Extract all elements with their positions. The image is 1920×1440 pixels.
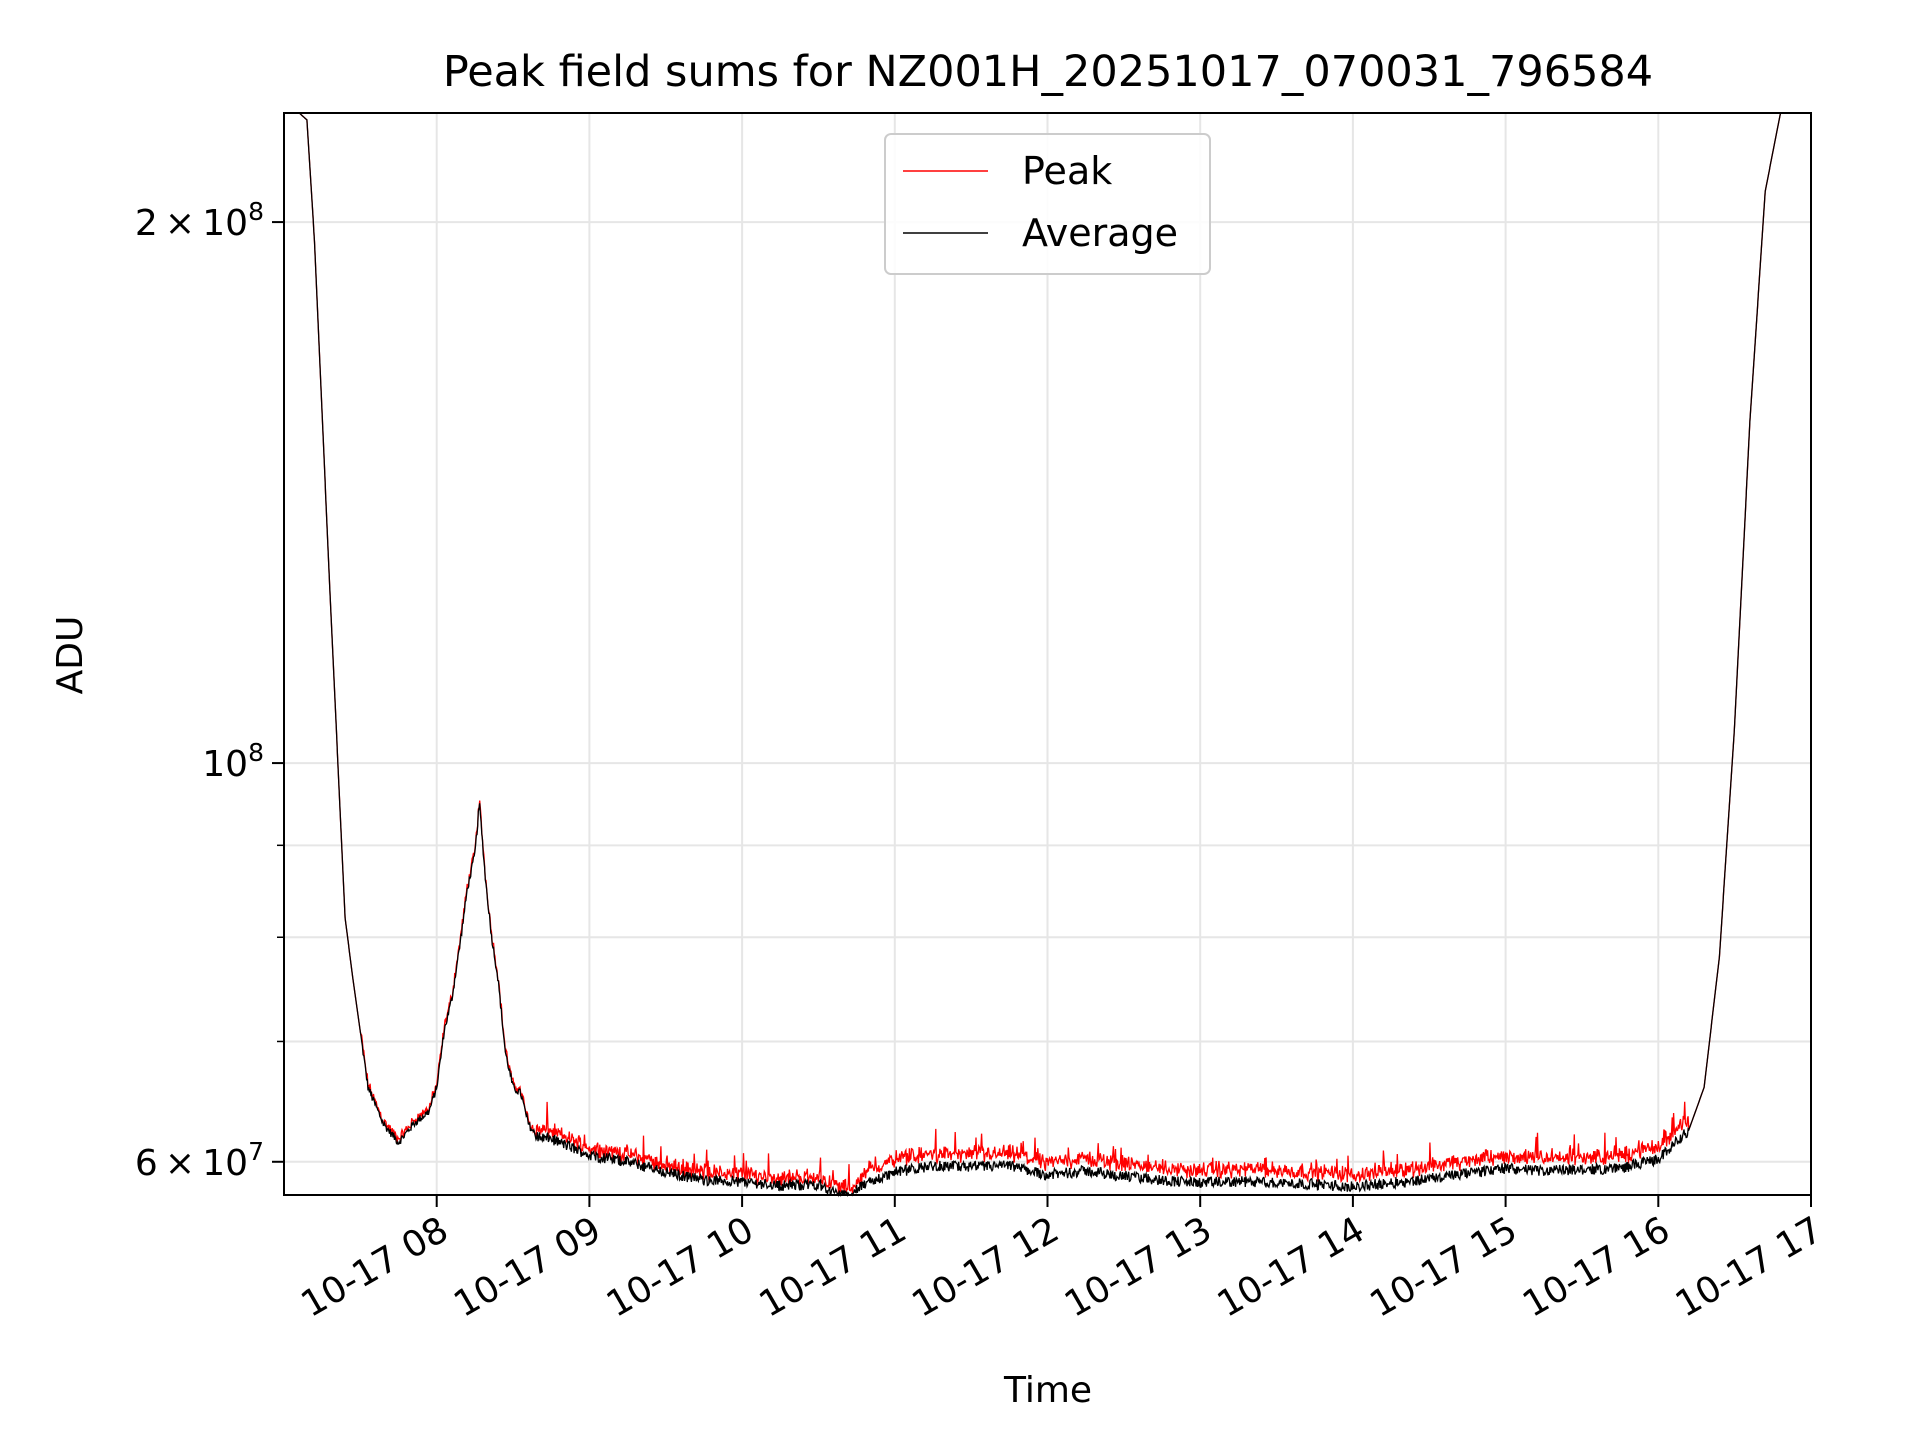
y-tick-label: 108 xyxy=(202,738,264,785)
y-tick-label: 6 × 107 xyxy=(135,1137,264,1184)
chart-title: Peak field sums for NZ001H_20251017_0700… xyxy=(443,47,1653,97)
legend-box xyxy=(884,133,1211,275)
x-axis-label: Time xyxy=(1003,1370,1092,1411)
series-peak-line xyxy=(284,112,1811,1195)
legend: Peak Average xyxy=(884,133,1211,275)
series-average-line xyxy=(284,112,1811,1198)
legend-peak-label: Peak xyxy=(1022,149,1112,193)
y-tick-label: 2 × 108 xyxy=(135,197,264,244)
y-axis-label: ADU xyxy=(50,616,91,695)
series-lines xyxy=(284,112,1811,1198)
y-axis-ticks: 6 × 107 108 2 × 108 xyxy=(135,197,284,1184)
legend-average-label: Average xyxy=(1022,211,1178,255)
